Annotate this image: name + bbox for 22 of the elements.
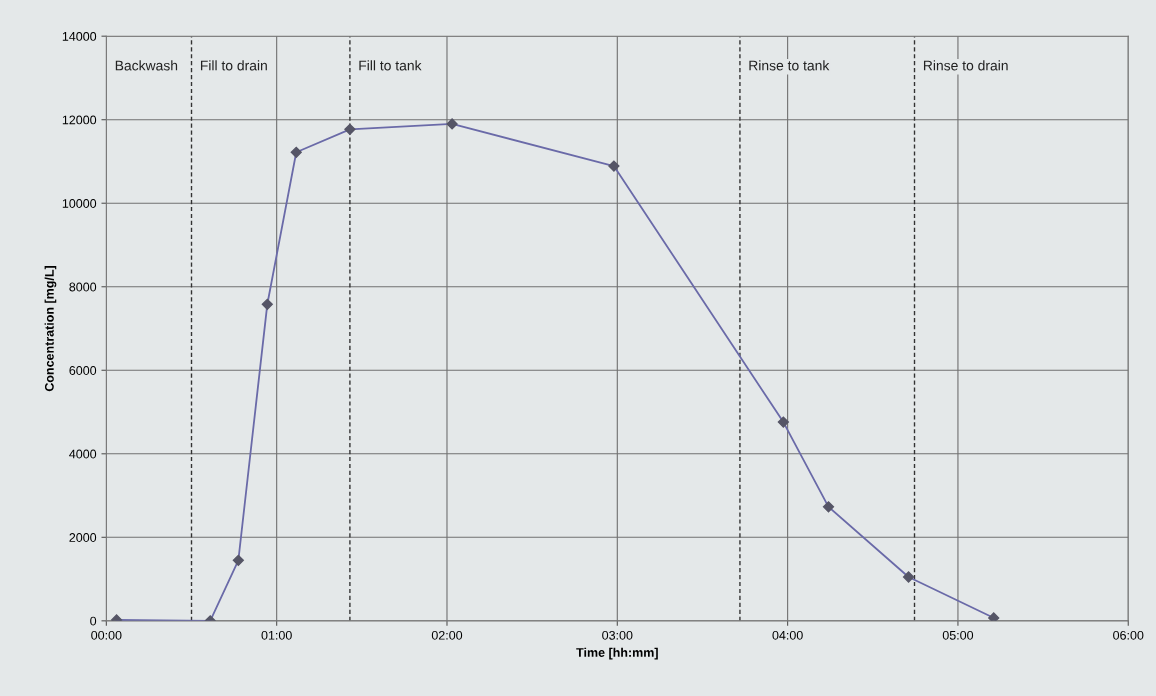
annotation: Rinse to tank: [749, 60, 830, 71]
y-tick-label: 10000: [62, 199, 97, 208]
annotation: Fill to tank: [359, 60, 422, 71]
annotation: Rinse to drain: [923, 60, 1008, 71]
annotation: Fill to drain: [200, 60, 267, 71]
annotation: Backwash: [115, 60, 178, 71]
y-tick-label: 12000: [62, 115, 97, 125]
y-tick-label: 14000: [62, 31, 97, 41]
y-tick-label: 4000: [69, 449, 97, 459]
x-tick-label: 01:00: [261, 630, 292, 640]
y-tick-label: 8000: [69, 282, 97, 292]
x-tick-label: 02:00: [431, 630, 463, 640]
y-tick-label: 6000: [69, 366, 97, 375]
x-tick-label: 00:00: [91, 630, 122, 640]
x-tick-label: 06:00: [1113, 630, 1144, 640]
y-tick-label: 2000: [69, 533, 97, 542]
y-tick-label: 0: [90, 616, 97, 626]
x-tick-label: 04:00: [772, 630, 803, 640]
y-axis-title: Concentration [mg/L]: [44, 266, 57, 392]
x-axis-title: Time [hh:mm]: [576, 647, 658, 660]
x-tick-label: 03:00: [602, 630, 633, 640]
x-tick-label: 05:00: [942, 630, 974, 640]
